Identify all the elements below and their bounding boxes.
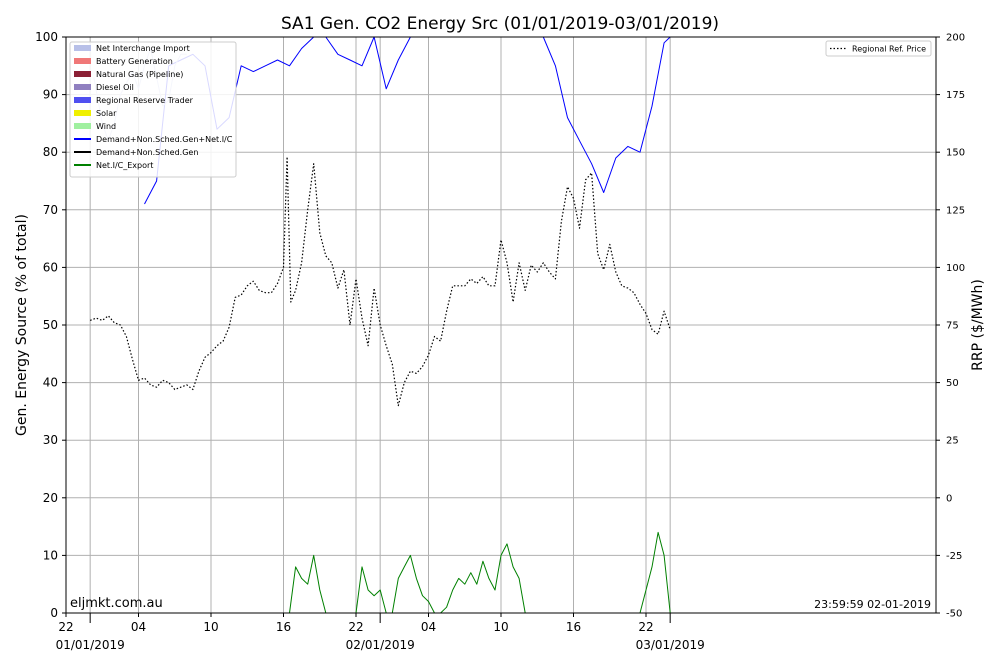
legend-price-box xyxy=(825,40,932,57)
x-tick-label: 22 xyxy=(638,620,653,634)
x-tick-label: 04 xyxy=(131,620,146,634)
axes: 0 10 20 30 40 50 60 70 80 90 100 -50 -25 0 25 50 75 100 12… xyxy=(35,30,965,652)
y-tick-label: 0 xyxy=(50,606,58,620)
legend-swatch xyxy=(74,110,91,116)
legend-label: Demand+Non.Sched.Gen+Net.I/C xyxy=(96,135,233,144)
y-tick-label: 60 xyxy=(43,260,58,274)
y2-tick-label: 25 xyxy=(946,436,959,447)
watermark: eljmkt.com.au xyxy=(70,596,163,611)
y2-tick-label: 200 xyxy=(946,33,965,44)
x-tick-label: 22 xyxy=(348,620,363,634)
y-tick-label: 10 xyxy=(43,548,58,562)
legend-label: Diesel Oil xyxy=(96,83,134,92)
legend-label: Solar xyxy=(96,109,117,118)
legend-swatch xyxy=(74,97,91,103)
legend-swatch xyxy=(74,45,91,51)
x-tick-label: 22 xyxy=(58,620,73,634)
legend-label: Net Interchange Import xyxy=(96,44,190,53)
x-date-label: 03/01/2019 xyxy=(636,638,705,652)
y2-tick-label: 75 xyxy=(946,321,959,332)
legend-label: Wind xyxy=(96,122,116,131)
y-tick-label: 40 xyxy=(43,376,58,390)
y2-tick-label: 0 xyxy=(946,493,952,504)
x-tick-label: 10 xyxy=(493,620,508,634)
x-tick-label: 10 xyxy=(203,620,218,634)
x-tick-label: 16 xyxy=(566,620,581,634)
legend-price: Regional Ref. Price xyxy=(825,40,932,57)
y2-axis-label: RRP ($/MWh) xyxy=(970,279,986,371)
legend-label: Net.I/C_Export xyxy=(96,161,153,170)
legend-label: Regional Reserve Trader xyxy=(96,96,194,105)
y2-tick-label: 175 xyxy=(946,90,965,101)
y2-tick-label: -25 xyxy=(946,551,962,562)
chart-title: SA1 Gen. CO2 Energy Src (01/01/2019-03/0… xyxy=(281,14,719,34)
x-date-label: 01/01/2019 xyxy=(56,638,125,652)
legend-swatch xyxy=(74,84,91,90)
x-tick-label: 04 xyxy=(421,620,436,634)
y2-tick-label: 150 xyxy=(946,148,965,159)
legend-swatch xyxy=(74,123,91,129)
y2-tick-label: 125 xyxy=(946,205,965,216)
y-tick-label: 90 xyxy=(43,88,58,102)
y2-tick-label: 50 xyxy=(946,378,959,389)
x-date-label: 02/01/2019 xyxy=(346,638,415,652)
legend: Net Interchange Import Battery Generation… xyxy=(69,41,237,178)
y-tick-label: 70 xyxy=(43,203,58,217)
legend-swatch xyxy=(74,58,91,64)
y-tick-label: 50 xyxy=(43,318,58,332)
y-tick-label: 20 xyxy=(43,491,58,505)
timestamp: 23:59:59 02-01-2019 xyxy=(814,598,931,611)
y-tick-label: 30 xyxy=(43,433,58,447)
y2-tick-label: -50 xyxy=(946,609,962,620)
legend-label: Demand+Non.Sched.Gen xyxy=(96,148,198,157)
series-line-regional-ref-price xyxy=(89,156,671,407)
legend-label: Natural Gas (Pipeline) xyxy=(96,70,183,79)
legend-label: Battery Generation xyxy=(96,57,173,66)
legend-swatch xyxy=(74,71,91,77)
legend-box xyxy=(69,41,237,178)
legend-price-label: Regional Ref. Price xyxy=(852,45,926,54)
y-tick-label: 100 xyxy=(35,30,58,44)
y-axis-label: Gen. Energy Source (% of total) xyxy=(14,214,30,436)
x-tick-label: 16 xyxy=(276,620,291,634)
y-tick-label: 80 xyxy=(43,145,58,159)
y2-tick-label: 100 xyxy=(946,263,965,274)
